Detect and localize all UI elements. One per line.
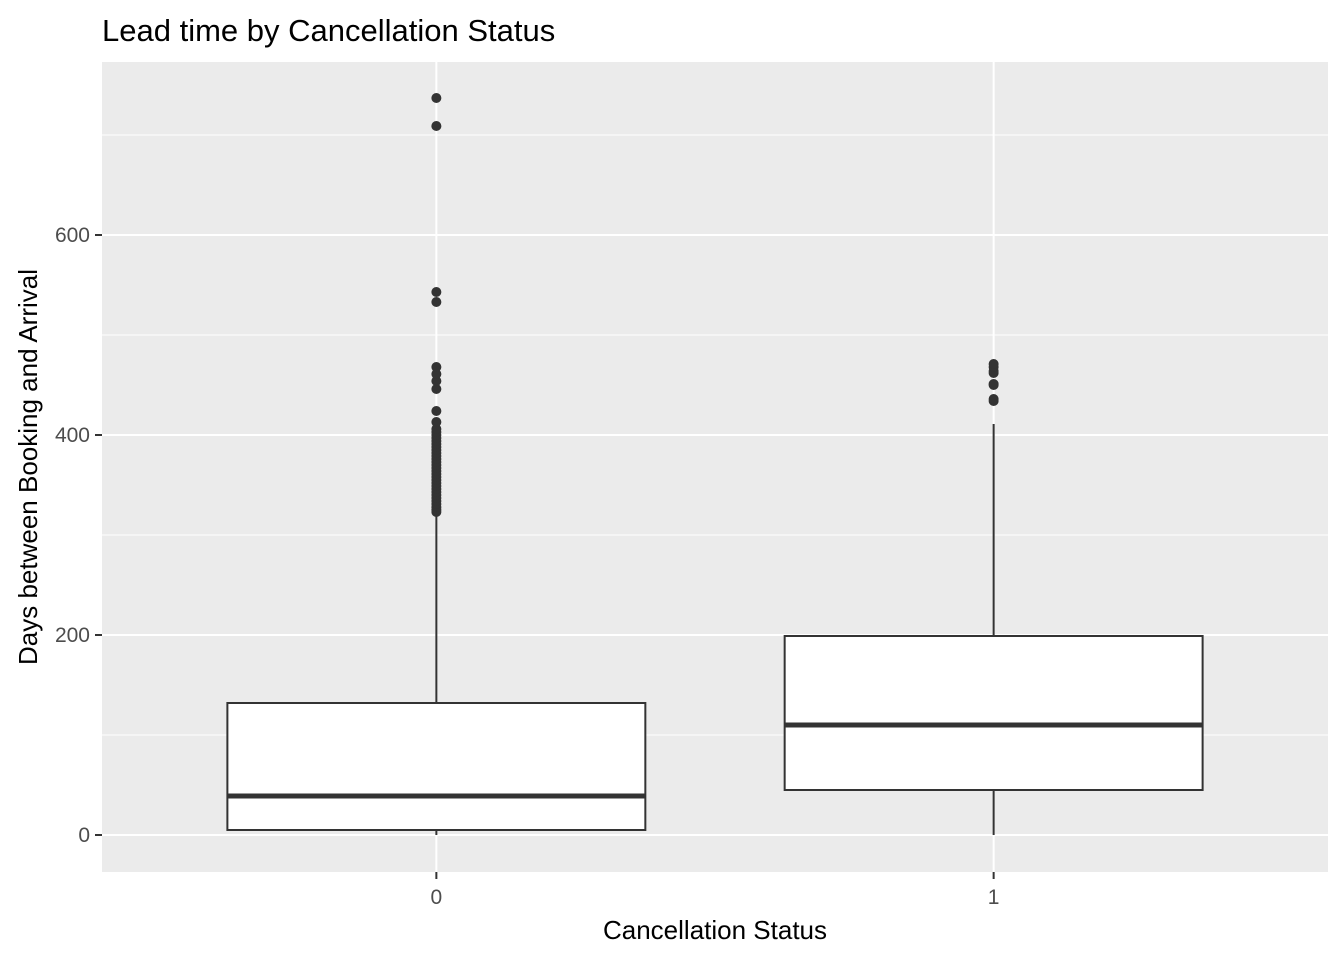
x-axis-title: Cancellation Status [603, 915, 827, 945]
outlier-point [431, 384, 442, 394]
outlier-point [431, 121, 442, 131]
y-tick-label: 0 [78, 824, 90, 847]
y-axis-title: Days between Booking and Arrival [13, 269, 43, 665]
outlier-point [431, 369, 442, 379]
box-1 [783, 359, 1204, 835]
boxes-layer [226, 93, 1204, 835]
y-tick-label: 600 [55, 224, 90, 247]
outlier-point [431, 297, 442, 307]
outlier-point [431, 406, 442, 416]
y-tick-label: 400 [55, 424, 90, 447]
outlier-point [431, 287, 442, 297]
outlier-point [988, 379, 999, 389]
box-iqr [783, 635, 1204, 791]
outlier-point [988, 359, 999, 369]
outlier-point [988, 394, 999, 404]
outlier-point [431, 424, 442, 434]
x-tick-label: 0 [431, 886, 443, 909]
outlier-point [431, 93, 442, 103]
box-iqr [226, 702, 647, 831]
outlier-point [431, 376, 442, 386]
outlier-point [431, 362, 442, 372]
outlier-point [431, 417, 442, 427]
y-tick-label: 200 [55, 624, 90, 647]
y-axis: 0 200 400 600 [55, 224, 102, 847]
x-tick-label: 1 [988, 886, 1000, 909]
box-0 [226, 93, 647, 835]
chart-title: Lead time by Cancellation Status [102, 13, 555, 48]
